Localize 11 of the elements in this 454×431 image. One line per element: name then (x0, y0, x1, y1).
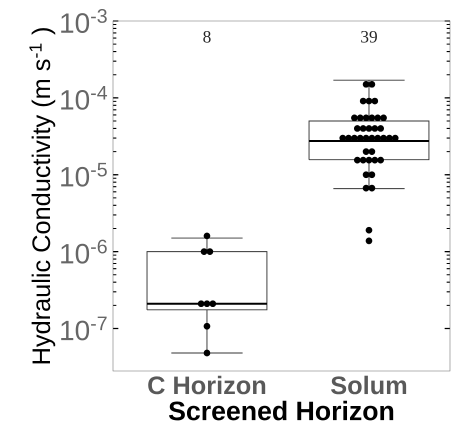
y-axis-title: Hydraulic Conductivity (m s$^{-1}$ ) (29, 28, 56, 364)
y-tick-label: 10$^{-5}$ (61, 162, 107, 187)
y-tick-label: 10$^{-4}$ (61, 86, 108, 110)
y-tick-label: 10$^{-6}$ (61, 240, 107, 264)
x-tick-label: C Horizon (148, 376, 266, 394)
annotation: 39 (361, 30, 377, 43)
y-tick-label: 10$^{-3}$ (61, 9, 107, 33)
x-axis-title: Screened Horizon (168, 400, 394, 420)
x-tick-label: Solum (331, 376, 406, 394)
annotation: 8 (203, 30, 211, 43)
y-tick-label: 10$^{-7}$ (61, 316, 107, 340)
